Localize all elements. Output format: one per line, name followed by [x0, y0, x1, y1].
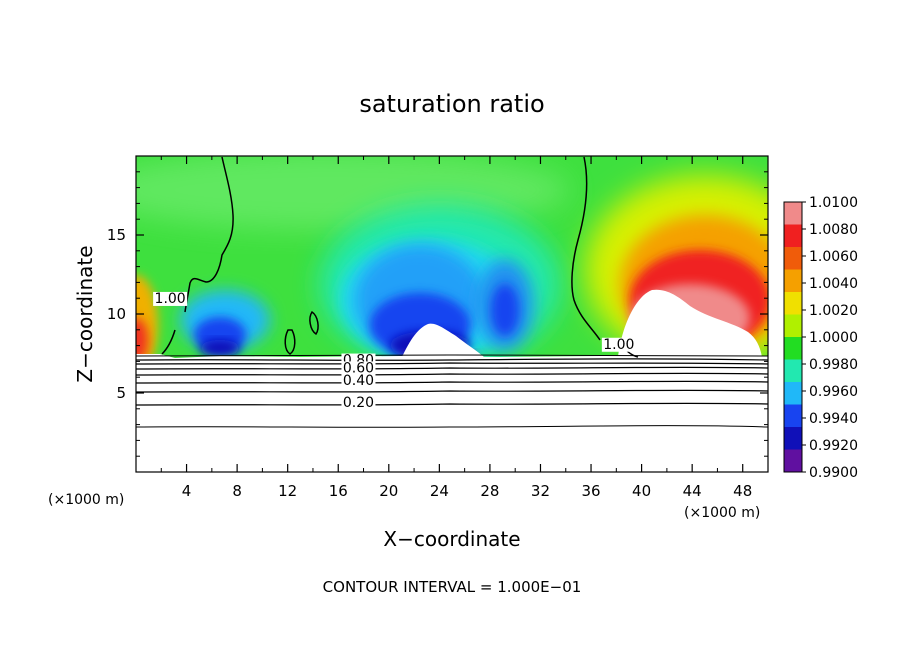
colorbar-swatch [784, 427, 802, 450]
colorbar-swatch [784, 269, 802, 293]
contour-label: 1.00 [603, 337, 634, 353]
contour-band-7 [136, 389, 768, 393]
white-lower-region [136, 354, 768, 472]
colorbar-swatch [784, 404, 802, 428]
contour-label-bg [601, 337, 636, 352]
x-tick-label: 8 [232, 482, 242, 500]
plot-area [136, 156, 768, 472]
x-axis-ticks: 4 8 12 16 20 24 28 32 36 40 44 48 [160, 156, 752, 500]
colorbar-label: 0.9940 [809, 411, 858, 427]
colorbar-label: 1.0100 [809, 195, 858, 211]
contour-1-00-left-lower [161, 329, 176, 355]
colorbar-label: 0.9980 [809, 357, 858, 373]
colorbar-label: 1.0080 [809, 222, 858, 238]
contour-band-2 [136, 358, 768, 361]
colorbar-swatch [784, 292, 802, 315]
x-tick-label: 20 [379, 482, 398, 500]
y-tick-label: 10 [107, 305, 126, 323]
contour-label-bg [341, 374, 376, 389]
contour-band-4 [136, 366, 768, 370]
contour-band-9 [136, 425, 768, 428]
white-region-center [402, 323, 484, 357]
colorbar: 1.0100 1.0080 1.0060 1.0040 1.0020 1.0000 0.99… [783, 195, 858, 481]
contour-band-5 [136, 372, 768, 376]
contour-label-bg [153, 291, 188, 306]
colorbar-swatch [784, 382, 802, 405]
contour-band-3 [136, 362, 768, 365]
x-tick-label: 24 [430, 482, 449, 500]
colorbar-swatch [784, 224, 802, 248]
x-tick-label: 4 [182, 482, 192, 500]
y-axis-ticks: 5 10 15 [107, 171, 768, 457]
x-tick-label: 16 [329, 482, 348, 500]
colorbar-swatch [784, 449, 802, 473]
x-unit-label-right: (×1000 m) [684, 505, 760, 521]
x-unit-label-left: (×1000 m) [48, 492, 124, 508]
colorbar-swatch [784, 314, 802, 338]
colorbar-label: 1.0060 [809, 249, 858, 265]
contour-label-bg [341, 361, 376, 376]
x-axis-label: X−coordinate [383, 527, 520, 551]
colorbar-label: 1.0040 [809, 276, 858, 292]
contour-1-00-left [184, 156, 234, 313]
contour-interval-note: CONTOUR INTERVAL = 1.000E−01 [323, 578, 582, 596]
contour-label-bg [341, 396, 376, 411]
white-region-right [618, 289, 762, 357]
colorbar-label: 1.0000 [809, 330, 858, 346]
colorbar-label: 0.9960 [809, 384, 858, 400]
contour-1-00-right [571, 156, 601, 341]
contour-band-1 [136, 354, 768, 357]
colorbar-label: 0.9920 [809, 438, 858, 454]
colorbar-swatch [784, 202, 802, 225]
contour-label: 0.40 [343, 373, 374, 389]
y-tick-label: 15 [107, 226, 126, 244]
colorbar-label: 0.9900 [809, 465, 858, 481]
y-axis-label: Z−coordinate [73, 245, 97, 382]
colorbar-label: 1.0020 [809, 303, 858, 319]
x-tick-label: 32 [531, 482, 550, 500]
contour-loop-a [284, 329, 296, 355]
field-red-left [136, 318, 148, 362]
x-tick-label: 40 [632, 482, 651, 500]
contour-loop-b [309, 310, 319, 336]
chart-title: saturation ratio [359, 90, 544, 118]
x-tick-label: 36 [581, 482, 600, 500]
y-tick-label: 5 [116, 384, 126, 402]
contour-labels: 1.001.000.800.600.400.20 [153, 291, 636, 411]
colorbar-swatch [784, 247, 802, 270]
x-tick-label: 12 [278, 482, 297, 500]
contour-band-8 [136, 402, 768, 406]
contour-label: 1.00 [155, 291, 186, 307]
field-blue-right [491, 284, 519, 336]
contour-label: 0.20 [343, 395, 374, 411]
colorbar-swatch [784, 359, 802, 383]
x-tick-label: 28 [480, 482, 499, 500]
x-tick-label: 48 [733, 482, 752, 500]
x-tick-label: 44 [683, 482, 702, 500]
field-dark-blue-left [200, 340, 240, 356]
colorbar-swatch [784, 337, 802, 360]
contour-label: 0.60 [343, 360, 374, 376]
contour-band-6 [136, 380, 768, 384]
